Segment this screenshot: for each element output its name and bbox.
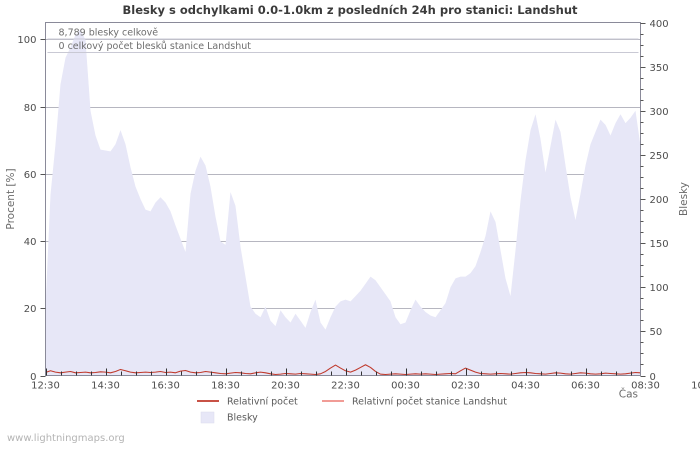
svg-text:06:30: 06:30 xyxy=(571,381,600,392)
svg-text:0 celkový počet blesků stanice: 0 celkový počet blesků stanice Landshut xyxy=(59,41,252,52)
svg-text:300: 300 xyxy=(650,107,669,118)
svg-text:50: 50 xyxy=(650,327,663,338)
svg-text:0: 0 xyxy=(650,372,656,383)
svg-text:02:30: 02:30 xyxy=(451,381,480,392)
site-watermark: www.lightningmaps.org xyxy=(7,433,125,444)
lightning-area-series xyxy=(45,29,641,376)
svg-text:80: 80 xyxy=(24,103,37,114)
svg-text:250: 250 xyxy=(650,151,669,162)
svg-text:150: 150 xyxy=(650,239,669,250)
svg-text:400: 400 xyxy=(650,19,669,30)
svg-text:100: 100 xyxy=(650,283,669,294)
page-title: Blesky s odchylkami 0.0-1.0km z poslední… xyxy=(122,3,578,17)
svg-text:00:30: 00:30 xyxy=(391,381,420,392)
svg-text:Blesky: Blesky xyxy=(678,182,690,216)
svg-text:20: 20 xyxy=(24,304,37,315)
chart-legend: Relativní počet Relativní počet stanice L… xyxy=(197,396,507,423)
svg-text:22:30: 22:30 xyxy=(331,381,360,392)
svg-text:100: 100 xyxy=(17,35,36,46)
svg-text:Relativní počet stanice Landsh: Relativní počet stanice Landshut xyxy=(352,396,507,407)
svg-text:04:30: 04:30 xyxy=(511,381,540,392)
svg-text:8,789 blesky celkově: 8,789 blesky celkově xyxy=(59,28,159,39)
svg-text:18:30: 18:30 xyxy=(211,381,240,392)
svg-text:12:30: 12:30 xyxy=(31,381,60,392)
svg-text:Blesky: Blesky xyxy=(227,412,258,423)
axis-ticks xyxy=(40,23,646,377)
svg-text:20:30: 20:30 xyxy=(271,381,300,392)
svg-text:10:30: 10:30 xyxy=(691,381,700,392)
svg-text:60: 60 xyxy=(24,170,37,181)
svg-text:0: 0 xyxy=(30,372,36,383)
svg-text:16:30: 16:30 xyxy=(151,381,180,392)
axis-tick-labels: 0 20 40 60 80 100 0 50 100 150 200 250 300 350 400 12:3… xyxy=(5,19,700,400)
svg-text:14:30: 14:30 xyxy=(91,381,120,392)
svg-text:Procent [%]: Procent [%] xyxy=(5,168,17,229)
svg-text:350: 350 xyxy=(650,63,669,74)
svg-text:08:30: 08:30 xyxy=(631,381,660,392)
svg-text:40: 40 xyxy=(24,237,37,248)
svg-text:Relativní počet: Relativní počet xyxy=(227,396,298,407)
svg-text:200: 200 xyxy=(650,195,669,206)
svg-text:Čas: Čas xyxy=(619,388,638,401)
chart-annotations: 8,789 blesky celkově 0 celkový počet bles… xyxy=(47,28,639,53)
